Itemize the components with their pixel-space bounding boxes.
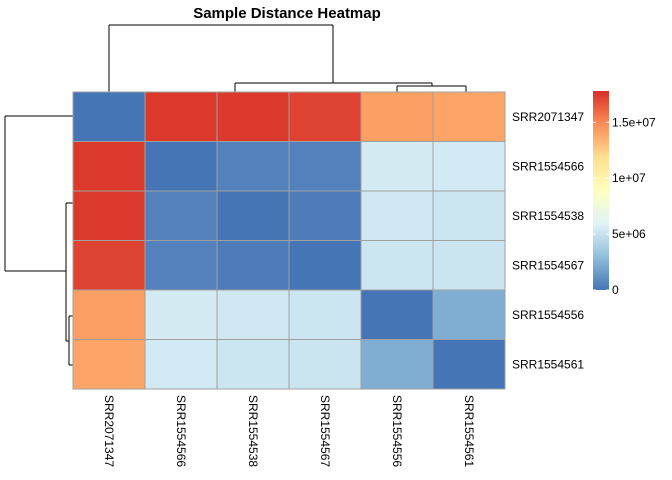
heatmap-cell [360, 141, 434, 192]
heatmap-cell [432, 141, 506, 192]
heatmap-cell [72, 190, 146, 241]
legend-color-bar [593, 91, 609, 290]
heatmap-cell [360, 190, 434, 241]
column-label: SRR1554566 [174, 395, 188, 467]
color-legend: 0 5e+06 1e+07 1.5e+07 [593, 91, 656, 297]
heatmap-cell [288, 91, 362, 142]
heatmap-cell [72, 91, 146, 142]
heatmap-cells [72, 91, 506, 390]
heatmap-cell [216, 190, 290, 241]
row-label: SRR1554567 [512, 258, 584, 272]
heatmap-cell [144, 289, 218, 340]
heatmap-cell [72, 289, 146, 340]
column-label: SRR1554567 [318, 395, 332, 467]
heatmap-cell [144, 141, 218, 192]
heatmap-cell [288, 190, 362, 241]
heatmap-cell [288, 339, 362, 390]
row-dendrogram [4, 115, 73, 366]
heatmap-cell [72, 141, 146, 192]
column-labels: SRR2071347 SRR1554566 SRR1554538 SRR1554567… [102, 395, 476, 467]
legend-tick-label: 0 [612, 283, 619, 297]
column-label: SRR1554561 [462, 395, 476, 467]
heatmap-cell [432, 339, 506, 390]
column-label: SRR1554556 [390, 395, 404, 467]
legend-tick-label: 1e+07 [612, 171, 646, 185]
heatmap-cell [360, 240, 434, 291]
row-label: SRR1554556 [512, 308, 584, 322]
row-label: SRR1554566 [512, 159, 584, 173]
row-label: SRR2071347 [512, 110, 584, 124]
heatmap-cell [432, 190, 506, 241]
heatmap-cell [72, 339, 146, 390]
heatmap-cell [216, 91, 290, 142]
column-label: SRR1554538 [246, 395, 260, 467]
heatmap-cell [432, 91, 506, 142]
heatmap-cell [72, 240, 146, 291]
legend-tick-label: 5e+06 [612, 227, 646, 241]
heatmap-cell [432, 240, 506, 291]
heatmap-cell [144, 190, 218, 241]
heatmap-cell [360, 91, 434, 142]
heatmap-cell [288, 240, 362, 291]
heatmap-cell [144, 339, 218, 390]
row-labels: SRR2071347 SRR1554566 SRR1554538 SRR1554567… [512, 110, 584, 372]
heatmap-cell [216, 289, 290, 340]
row-label: SRR1554561 [512, 357, 584, 371]
heatmap-cell [144, 91, 218, 142]
heatmap-cell [288, 141, 362, 192]
heatmap-cell [360, 289, 434, 340]
column-dendrogram [108, 24, 467, 92]
heatmap-cell [216, 141, 290, 192]
chart-title: Sample Distance Heatmap [193, 5, 381, 22]
heatmap-cell [360, 339, 434, 390]
row-label: SRR1554538 [512, 209, 584, 223]
heatmap-cell [432, 289, 506, 340]
heatmap-cell [216, 339, 290, 390]
legend-tick-label: 1.5e+07 [612, 115, 656, 129]
heatmap-cell [216, 240, 290, 291]
heatmap-cell [288, 289, 362, 340]
heatmap-cell [144, 240, 218, 291]
column-label: SRR2071347 [102, 395, 116, 467]
